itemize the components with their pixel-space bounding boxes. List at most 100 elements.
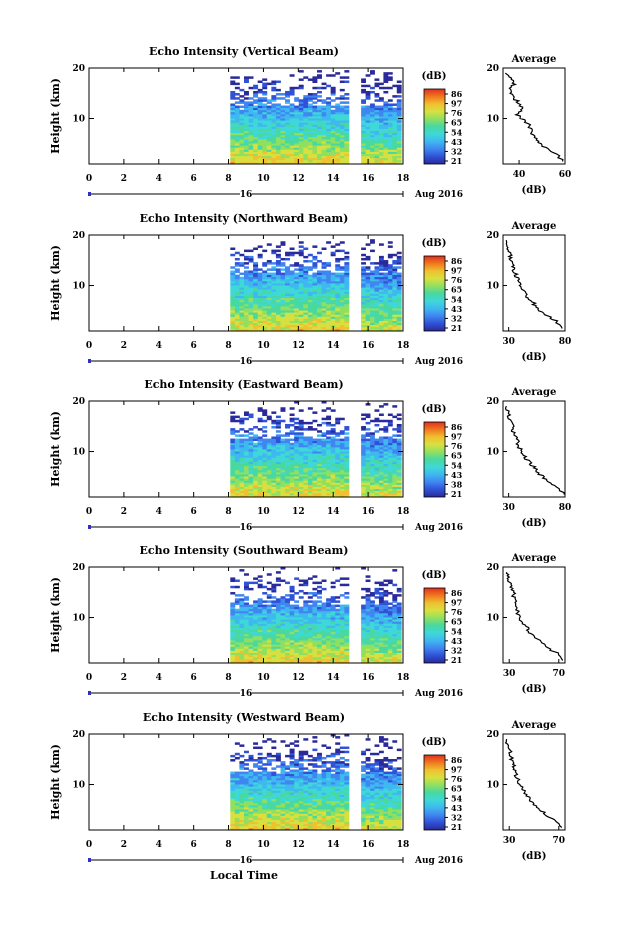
heatmap-cell xyxy=(285,650,291,653)
heatmap-cell xyxy=(392,268,398,271)
heatmap-cell xyxy=(387,627,393,631)
colorbar-label: 86 xyxy=(451,256,463,266)
heatmap-cell xyxy=(316,596,322,599)
heatmap-cell xyxy=(257,274,263,278)
heatmap-cell xyxy=(316,469,322,473)
heatmap-cell xyxy=(365,303,371,307)
heatmap-cell xyxy=(396,612,402,616)
heatmap-cell xyxy=(303,95,309,98)
heatmap-cell xyxy=(378,155,384,159)
heatmap-cell xyxy=(383,301,389,305)
heatmap-cell xyxy=(312,147,318,150)
heatmap-cell xyxy=(243,118,249,121)
heatmap-cell xyxy=(307,276,313,280)
heatmap-cell xyxy=(280,476,286,479)
heatmap-cell xyxy=(312,155,318,159)
heatmap-cell xyxy=(335,648,341,651)
heatmap-cell xyxy=(257,474,263,477)
heatmap-cell xyxy=(330,280,336,284)
heatmap-cell xyxy=(271,583,277,587)
heatmap-cell xyxy=(243,478,249,481)
heatmap-cell xyxy=(239,134,245,138)
heatmap-cell xyxy=(392,149,398,152)
heatmap-cell xyxy=(326,482,332,485)
heatmap-cell xyxy=(316,827,322,831)
heatmap-cell xyxy=(271,138,277,142)
heatmap-cell xyxy=(361,301,366,305)
heatmap-cell xyxy=(230,627,236,631)
heatmap-cell xyxy=(365,451,371,454)
heatmap-cell xyxy=(396,303,402,307)
heatmap-cell xyxy=(243,293,249,296)
heatmap-cell xyxy=(344,272,350,276)
heatmap-cell xyxy=(326,474,332,477)
heatmap-cell xyxy=(374,99,380,102)
heatmap-cell xyxy=(289,474,295,477)
heatmap-cell xyxy=(257,461,263,465)
heatmap-cell xyxy=(303,436,309,439)
heatmap-cell xyxy=(257,658,263,662)
heatmap-cell xyxy=(262,159,268,163)
heatmap-cell xyxy=(361,480,366,483)
heatmap-cell xyxy=(303,113,309,117)
heatmap-cell xyxy=(383,109,389,113)
heatmap-cell xyxy=(378,444,384,448)
heatmap-cell xyxy=(230,494,236,498)
heatmap-cell xyxy=(275,637,281,641)
heatmap-cell xyxy=(383,494,389,498)
heatmap-cell xyxy=(298,122,304,125)
heatmap-cell xyxy=(243,467,249,471)
heatmap-cell xyxy=(285,268,291,271)
heatmap-cell xyxy=(374,484,380,487)
heatmap-cell xyxy=(330,285,336,288)
heatmap-cell xyxy=(230,467,236,471)
heatmap-cell xyxy=(365,650,371,653)
heatmap-cell xyxy=(248,147,254,150)
heatmap-cell xyxy=(374,149,380,152)
heatmap-cell xyxy=(298,459,304,462)
heatmap-cell xyxy=(383,105,389,109)
heatmap-cell xyxy=(248,415,254,419)
heatmap-cell xyxy=(370,299,375,303)
heatmap-cell xyxy=(239,289,245,292)
heatmap-cell xyxy=(262,627,268,631)
heatmap-cell xyxy=(234,130,240,134)
heatmap-cell xyxy=(392,289,398,292)
heatmap-cell xyxy=(344,438,350,442)
heatmap-cell xyxy=(298,291,304,294)
heatmap-cell xyxy=(285,610,291,614)
heatmap-cell xyxy=(383,640,389,643)
heatmap-cell xyxy=(387,143,393,146)
heatmap-cell xyxy=(396,610,402,614)
heatmap-cell xyxy=(234,310,240,313)
heatmap-cell xyxy=(361,484,366,487)
heatmap-cell xyxy=(262,287,268,290)
heatmap-cell xyxy=(330,478,336,481)
heatmap-cell xyxy=(280,457,286,460)
heatmap-cell xyxy=(361,640,366,643)
heatmap-cell xyxy=(344,648,350,651)
heatmap-cell xyxy=(253,303,259,307)
heatmap-cell xyxy=(239,465,245,469)
heatmap-cell xyxy=(285,105,291,109)
heatmap-cell xyxy=(307,463,313,467)
heatmap-cell xyxy=(374,270,380,273)
heatmap-cell xyxy=(234,124,240,127)
heatmap-cell xyxy=(378,463,384,467)
heatmap-cell xyxy=(383,604,389,608)
heatmap-cell xyxy=(387,270,393,273)
heatmap-cell xyxy=(257,285,263,288)
heatmap-cell xyxy=(230,637,236,641)
heatmap-cell xyxy=(294,459,300,462)
heatmap-cell xyxy=(361,149,366,152)
heatmap-cell xyxy=(344,635,350,639)
heatmap-cell xyxy=(387,116,393,119)
heatmap-cell xyxy=(374,478,380,481)
heatmap-cell xyxy=(344,455,350,458)
heatmap-cell xyxy=(285,145,291,148)
heatmap-cell xyxy=(248,159,254,163)
heatmap-cell xyxy=(280,111,286,115)
heatmap-cell xyxy=(248,291,254,294)
heatmap-cell xyxy=(316,134,322,138)
heatmap-cell xyxy=(374,310,380,313)
